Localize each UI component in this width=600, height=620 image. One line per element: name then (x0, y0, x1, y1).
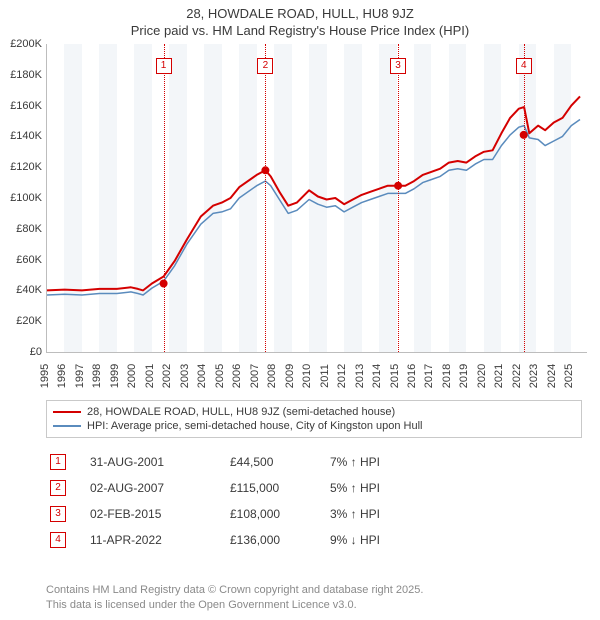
event-pct: 9% ↓ HPI (330, 533, 440, 547)
x-axis-label: 2023 (529, 364, 541, 388)
x-axis-label: 2000 (127, 364, 139, 388)
y-axis-label: £120K (0, 161, 42, 173)
events-table: 131-AUG-2001£44,5007% ↑ HPI202-AUG-2007£… (46, 450, 586, 554)
chart-title: 28, HOWDALE ROAD, HULL, HU8 9JZ (0, 0, 600, 21)
x-axis-label: 2021 (494, 364, 506, 388)
event-price: £108,000 (230, 507, 330, 521)
event-date: 02-FEB-2015 (90, 507, 230, 521)
x-axis-label: 2012 (336, 364, 348, 388)
y-axis-label: £140K (0, 130, 42, 142)
x-axis-label: 2022 (511, 364, 523, 388)
legend-row-hpi: HPI: Average price, semi-detached house,… (53, 419, 575, 433)
x-axis-label: 1997 (74, 364, 86, 388)
x-axis-label: 2018 (441, 364, 453, 388)
x-axis-label: 2016 (406, 364, 418, 388)
x-axis-label: 2019 (459, 364, 471, 388)
chart-legend: 28, HOWDALE ROAD, HULL, HU8 9JZ (semi-de… (46, 400, 582, 438)
x-axis-label: 2025 (564, 364, 576, 388)
y-axis-label: £100K (0, 192, 42, 204)
event-row: 2 02-AUG-2007£115,0005% ↑ HPI (46, 476, 586, 502)
event-pct: 5% ↑ HPI (330, 481, 440, 495)
footer-line-2: This data is licensed under the Open Gov… (46, 598, 586, 612)
event-num-box: 3 (50, 506, 66, 522)
x-axis-label: 1998 (92, 364, 104, 388)
x-axis-label: 2013 (354, 364, 366, 388)
event-num-box: 2 (50, 480, 66, 496)
y-axis-label: £200K (0, 38, 42, 50)
event-guide-line (398, 44, 399, 352)
x-axis-label: 1999 (109, 364, 121, 388)
chart-subtitle: Price paid vs. HM Land Registry's House … (0, 21, 600, 38)
event-price: £136,000 (230, 533, 330, 547)
event-date: 31-AUG-2001 (90, 455, 230, 469)
event-row: 1 31-AUG-2001£44,5007% ↑ HPI (46, 450, 586, 476)
y-axis-label: £20K (0, 315, 42, 327)
event-price: £115,000 (230, 481, 330, 495)
event-pct: 7% ↑ HPI (330, 455, 440, 469)
event-date: 11-APR-2022 (90, 533, 230, 547)
footer-line-1: Contains HM Land Registry data © Crown c… (46, 583, 586, 597)
figure-root: 28, HOWDALE ROAD, HULL, HU8 9JZ Price pa… (0, 0, 600, 620)
y-axis-label: £180K (0, 69, 42, 81)
legend-row-price: 28, HOWDALE ROAD, HULL, HU8 9JZ (semi-de… (53, 405, 575, 419)
y-axis-label: £80K (0, 223, 42, 235)
footer-attribution: Contains HM Land Registry data © Crown c… (46, 583, 586, 612)
series-line (47, 120, 580, 296)
event-marker-box: 4 (516, 58, 532, 74)
x-axis-label: 2014 (371, 364, 383, 388)
event-price: £44,500 (230, 455, 330, 469)
event-row: 3 02-FEB-2015£108,0003% ↑ HPI (46, 502, 586, 528)
legend-swatch-price (53, 411, 81, 413)
x-axis-label: 2006 (231, 364, 243, 388)
y-axis-label: £0 (0, 346, 42, 358)
event-num-box: 1 (50, 454, 66, 470)
event-guide-line (265, 44, 266, 352)
event-marker-box: 3 (390, 58, 406, 74)
x-axis-label: 2003 (179, 364, 191, 388)
x-axis-label: 2007 (249, 364, 261, 388)
chart-plot-area: 1 2 3 4 (46, 44, 587, 353)
x-axis-label: 2020 (476, 364, 488, 388)
x-axis-label: 2017 (424, 364, 436, 388)
event-row: 4 11-APR-2022£136,0009% ↓ HPI (46, 528, 586, 554)
x-axis-label: 2015 (389, 364, 401, 388)
x-axis-labels: 1995199619971998199920002001200220032004… (46, 356, 586, 396)
event-num-box: 4 (50, 532, 66, 548)
x-axis-label: 2002 (162, 364, 174, 388)
x-axis-label: 2010 (301, 364, 313, 388)
event-date: 02-AUG-2007 (90, 481, 230, 495)
event-guide-line (524, 44, 525, 352)
chart-lines-svg (47, 44, 587, 352)
event-pct: 3% ↑ HPI (330, 507, 440, 521)
y-axis-label: £40K (0, 284, 42, 296)
legend-label-hpi: HPI: Average price, semi-detached house,… (87, 420, 422, 432)
y-axis-label: £60K (0, 254, 42, 266)
x-axis-label: 2024 (546, 364, 558, 388)
event-guide-line (164, 44, 165, 352)
x-axis-label: 2009 (284, 364, 296, 388)
x-axis-label: 1996 (57, 364, 69, 388)
legend-swatch-hpi (53, 425, 81, 427)
x-axis-label: 2004 (197, 364, 209, 388)
y-axis-label: £160K (0, 100, 42, 112)
x-axis-label: 2008 (266, 364, 278, 388)
x-axis-label: 2001 (144, 364, 156, 388)
x-axis-label: 1995 (39, 364, 51, 388)
legend-label-price: 28, HOWDALE ROAD, HULL, HU8 9JZ (semi-de… (87, 406, 395, 418)
series-line (47, 96, 580, 290)
event-marker-box: 1 (156, 58, 172, 74)
x-axis-label: 2005 (214, 364, 226, 388)
x-axis-label: 2011 (318, 364, 330, 388)
event-marker-box: 2 (257, 58, 273, 74)
